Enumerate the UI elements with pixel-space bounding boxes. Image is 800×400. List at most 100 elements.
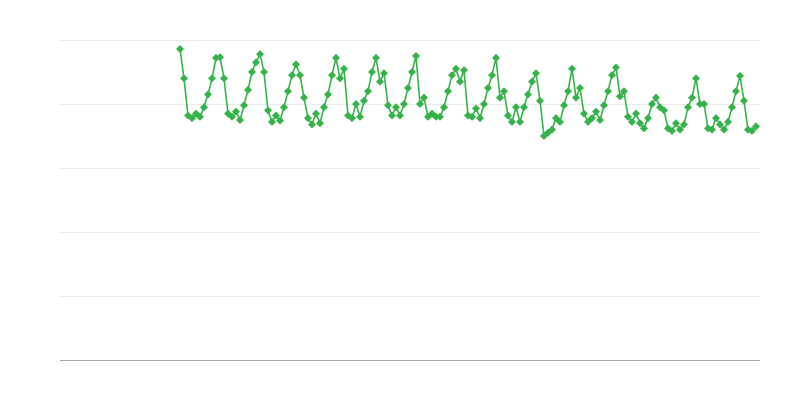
data-point[interactable] <box>372 53 380 62</box>
data-point[interactable] <box>532 69 540 78</box>
data-point[interactable] <box>284 87 292 96</box>
data-point[interactable] <box>568 64 576 73</box>
data-point[interactable] <box>452 64 460 73</box>
data-point[interactable] <box>312 109 320 118</box>
data-point[interactable] <box>508 117 516 126</box>
data-point[interactable] <box>672 119 680 128</box>
data-point[interactable] <box>660 106 668 115</box>
data-point[interactable] <box>436 112 444 121</box>
data-point[interactable] <box>548 125 556 134</box>
data-point[interactable] <box>556 117 564 126</box>
data-point[interactable] <box>576 84 584 92</box>
data-point[interactable] <box>652 93 660 102</box>
data-point[interactable] <box>676 125 684 134</box>
data-point[interactable] <box>336 74 344 83</box>
data-point[interactable] <box>360 96 368 105</box>
data-point[interactable] <box>300 93 308 102</box>
data-point[interactable] <box>304 114 312 123</box>
data-point[interactable] <box>612 63 620 72</box>
data-point[interactable] <box>748 126 756 135</box>
data-point[interactable] <box>600 101 608 110</box>
data-point[interactable] <box>352 100 360 108</box>
data-point[interactable] <box>416 100 424 108</box>
data-point[interactable] <box>448 71 456 80</box>
data-point[interactable] <box>368 68 376 76</box>
data-point[interactable] <box>736 71 744 80</box>
data-point[interactable] <box>272 111 280 120</box>
data-point[interactable] <box>292 60 300 69</box>
data-point[interactable] <box>188 114 196 123</box>
data-point[interactable] <box>412 52 420 60</box>
data-point[interactable] <box>636 119 644 128</box>
data-point[interactable] <box>604 87 612 96</box>
data-point[interactable] <box>356 112 364 121</box>
data-point[interactable] <box>204 90 212 99</box>
data-point[interactable] <box>384 101 392 110</box>
data-point[interactable] <box>472 104 480 113</box>
data-point[interactable] <box>248 68 256 76</box>
data-point[interactable] <box>316 119 324 128</box>
data-point[interactable] <box>328 71 336 80</box>
data-point[interactable] <box>176 44 184 53</box>
data-point[interactable] <box>708 125 716 134</box>
data-point[interactable] <box>376 77 384 86</box>
data-point[interactable] <box>244 85 252 94</box>
data-point[interactable] <box>288 71 296 80</box>
data-point[interactable] <box>728 103 736 112</box>
data-point[interactable] <box>208 74 216 83</box>
data-point[interactable] <box>404 84 412 92</box>
data-point[interactable] <box>380 69 388 78</box>
data-point[interactable] <box>720 125 728 134</box>
data-point[interactable] <box>512 103 520 112</box>
data-point[interactable] <box>296 71 304 80</box>
data-point[interactable] <box>256 50 264 59</box>
data-point[interactable] <box>628 117 636 126</box>
data-point[interactable] <box>564 87 572 96</box>
data-point[interactable] <box>732 87 740 96</box>
data-point[interactable] <box>308 120 316 129</box>
data-point[interactable] <box>692 74 700 83</box>
data-point[interactable] <box>408 68 416 76</box>
data-point[interactable] <box>528 77 536 86</box>
data-point[interactable] <box>608 71 616 80</box>
data-point[interactable] <box>596 116 604 124</box>
data-point[interactable] <box>488 71 496 80</box>
data-point[interactable] <box>440 103 448 112</box>
data-point[interactable] <box>348 114 356 123</box>
data-point[interactable] <box>644 114 652 123</box>
data-point[interactable] <box>364 87 372 96</box>
data-point[interactable] <box>684 103 692 112</box>
data-point[interactable] <box>480 100 488 108</box>
data-point[interactable] <box>520 103 528 112</box>
data-point[interactable] <box>340 64 348 73</box>
data-point[interactable] <box>444 87 452 96</box>
data-point[interactable] <box>620 87 628 96</box>
data-point[interactable] <box>592 107 600 116</box>
data-point[interactable] <box>640 124 648 133</box>
data-point[interactable] <box>332 53 340 62</box>
data-point[interactable] <box>396 111 404 120</box>
data-point[interactable] <box>400 100 408 108</box>
data-point[interactable] <box>280 103 288 112</box>
data-point[interactable] <box>740 96 748 105</box>
data-point[interactable] <box>524 90 532 99</box>
data-point[interactable] <box>228 112 236 121</box>
data-point[interactable] <box>504 111 512 120</box>
data-point[interactable] <box>196 112 204 121</box>
data-point[interactable] <box>456 77 464 86</box>
data-point[interactable] <box>560 101 568 110</box>
data-point[interactable] <box>648 100 656 108</box>
data-point[interactable] <box>420 93 428 102</box>
data-point[interactable] <box>392 103 400 112</box>
data-point[interactable] <box>476 114 484 123</box>
data-point[interactable] <box>572 93 580 102</box>
data-point[interactable] <box>324 90 332 99</box>
data-point[interactable] <box>712 114 720 123</box>
data-point[interactable] <box>632 109 640 118</box>
data-point[interactable] <box>216 53 224 62</box>
data-point[interactable] <box>220 74 228 83</box>
data-point[interactable] <box>500 87 508 96</box>
data-point[interactable] <box>232 107 240 116</box>
data-point[interactable] <box>588 114 596 123</box>
data-point[interactable] <box>484 84 492 92</box>
